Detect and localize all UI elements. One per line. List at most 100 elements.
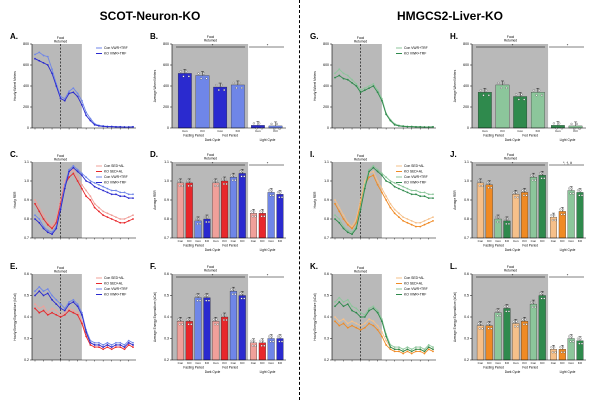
data-point [46,292,49,295]
bar [212,182,220,239]
data-point [389,348,392,351]
data-point [63,99,66,102]
data-point [372,170,375,173]
food-returned-label: Returned [354,270,367,274]
individual-point [569,340,572,343]
individual-point [214,323,217,326]
individual-point [503,305,506,308]
data-point [368,322,370,325]
data-point [115,189,117,192]
bar [567,190,575,239]
group-label: Fasting Period [183,366,204,370]
food-returned-label: Food [507,153,514,157]
data-point [123,344,126,346]
individual-point [187,184,190,187]
data-point [115,341,117,344]
data-point [42,225,45,228]
individual-point [275,122,278,125]
legend-label: KO VWR+TRF [104,293,126,297]
data-point [51,227,53,230]
individual-point [531,306,534,309]
individual-point [205,299,208,302]
data-point [385,339,388,342]
data-point [68,92,70,95]
bar [238,295,246,361]
data-point [346,229,349,232]
data-point [46,223,49,226]
sig-star: * [267,273,269,278]
individual-point [534,306,537,309]
data-point [372,320,375,323]
legend-label: KO SED+AL [404,170,423,174]
individual-point [514,196,517,199]
data-point [380,320,383,323]
x-category-label: KO [187,239,192,243]
individual-point [576,337,580,340]
data-point [127,126,130,129]
data-point [346,231,349,234]
individual-point [477,179,480,182]
x-category-label: KO [260,361,265,365]
y-tick-label: 0 [27,126,29,130]
bar [512,194,520,239]
individual-point [233,174,236,177]
individual-point [578,194,581,197]
data-point [34,303,36,305]
data-point [55,298,58,301]
data-point [102,214,105,217]
group-label: Fed Period [222,366,238,370]
data-point [334,72,336,75]
data-point [334,76,336,79]
bar [529,177,537,239]
individual-point [478,327,481,330]
food-returned-label: Returned [504,269,517,273]
legend-label: Con SED+AL [404,276,424,280]
data-point [346,322,349,325]
food-returned-label: Returned [54,158,67,162]
y-tick-label: 0.8 [24,217,29,221]
data-point [406,221,409,224]
individual-point [269,340,272,343]
individual-point [207,299,210,302]
data-point [72,91,75,94]
individual-point [530,301,533,304]
y-tick-label: 0.7 [464,236,469,240]
data-point [389,206,392,209]
individual-point [570,335,573,338]
data-point [372,174,375,177]
individual-point [230,174,233,177]
individual-point [216,184,219,187]
x-category-label: Con [513,239,519,243]
data-point [110,348,113,351]
y-axis-label: Average Energy Expenditure (kCal) [153,292,157,342]
y-tick-label: 0.3 [24,337,29,341]
panel-label-f: F. [150,262,157,271]
data-point [106,125,109,128]
x-category-label: KO [236,129,241,133]
x-category-label: Con [251,361,257,365]
data-point [68,176,70,179]
individual-point [486,181,489,184]
data-point [102,185,105,188]
individual-point [500,86,503,89]
individual-point [554,351,557,354]
y-tick-label: 0.4 [164,315,169,319]
data-point [359,316,362,318]
individual-point [234,179,237,182]
individual-point [541,172,544,175]
data-point [59,316,62,318]
individual-point [561,208,565,211]
individual-point [530,174,533,177]
data-point [368,168,370,171]
data-point [393,348,396,351]
individual-point [505,310,508,313]
individual-point [533,301,536,304]
data-point [110,189,113,192]
data-point [115,193,117,196]
individual-point [185,70,188,73]
food-returned-label: Returned [54,270,67,274]
data-point [410,220,413,222]
